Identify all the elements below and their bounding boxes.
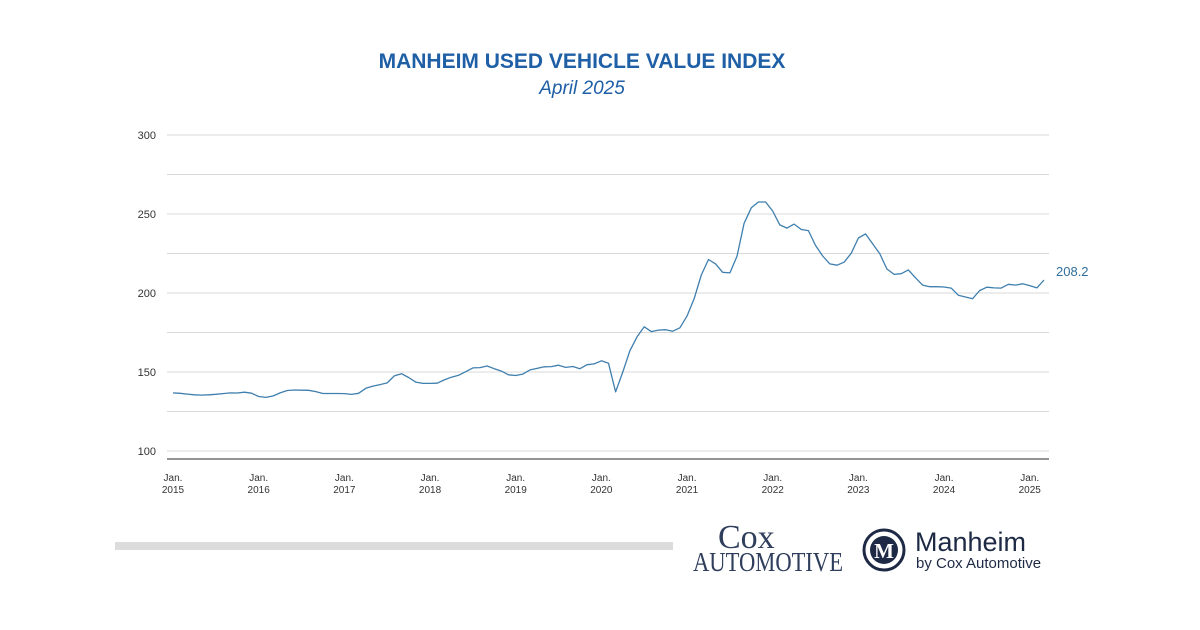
x-tick-label-month: Jan. xyxy=(335,473,354,484)
x-tick-label-month: Jan. xyxy=(421,473,440,484)
manheim-emblem-inner xyxy=(870,536,898,564)
footer-bar xyxy=(115,542,673,550)
x-tick-label-year: 2018 xyxy=(419,485,442,496)
x-tick-label-year: 2023 xyxy=(847,485,870,496)
x-tick-label-year: 2025 xyxy=(1019,485,1042,496)
gridlines xyxy=(167,134,1049,452)
x-tick-label-year: 2024 xyxy=(933,485,956,496)
chart-title: MANHEIM USED VEHICLE VALUE INDEX xyxy=(379,50,786,73)
x-tick-label-year: 2019 xyxy=(505,485,528,496)
y-tick-label: 150 xyxy=(138,367,156,379)
x-tick-label-month: Jan. xyxy=(592,473,611,484)
x-tick-label-year: 2022 xyxy=(762,485,785,496)
cox-logo-word: Cox xyxy=(718,519,775,556)
x-tick-label-month: Jan. xyxy=(678,473,697,484)
x-tick-label-month: Jan. xyxy=(849,473,868,484)
x-tick-label-month: Jan. xyxy=(763,473,782,484)
x-tick-label-year: 2017 xyxy=(333,485,356,496)
series-layer xyxy=(172,201,1045,399)
x-tick-label-year: 2020 xyxy=(590,485,613,496)
x-axis: Jan.2015Jan.2016Jan.2017Jan.2018Jan.2019… xyxy=(162,473,1041,496)
manheim-logo-word: Manheim xyxy=(915,527,1026,557)
x-tick-label-month: Jan. xyxy=(935,473,954,484)
x-tick-label-month: Jan. xyxy=(1020,473,1039,484)
x-tick-label-year: 2015 xyxy=(162,485,185,496)
series-line xyxy=(172,201,1045,399)
manheim-logo: M Manheim by Cox Automotive xyxy=(862,527,1041,572)
y-tick-label: 300 xyxy=(138,130,156,142)
cox-logo-subword: Automotive xyxy=(693,547,843,577)
y-tick-label: 250 xyxy=(138,209,156,221)
y-tick-label: 100 xyxy=(138,446,156,458)
y-tick-label: 200 xyxy=(138,288,156,300)
last-value-label: 208.2 xyxy=(1056,264,1089,279)
cox-automotive-logo: Cox Automotive xyxy=(693,519,843,577)
x-tick-label-year: 2016 xyxy=(248,485,271,496)
manheim-logo-subword: by Cox Automotive xyxy=(916,555,1041,572)
x-tick-label-year: 2021 xyxy=(676,485,699,496)
chart-subtitle: April 2025 xyxy=(538,78,625,99)
x-tick-label-month: Jan. xyxy=(249,473,268,484)
manheim-emblem-letter: M xyxy=(874,539,894,563)
x-tick-label-month: Jan. xyxy=(506,473,525,484)
x-tick-label-month: Jan. xyxy=(164,473,183,484)
y-axis: 100 150 200 250 300 xyxy=(138,130,156,458)
